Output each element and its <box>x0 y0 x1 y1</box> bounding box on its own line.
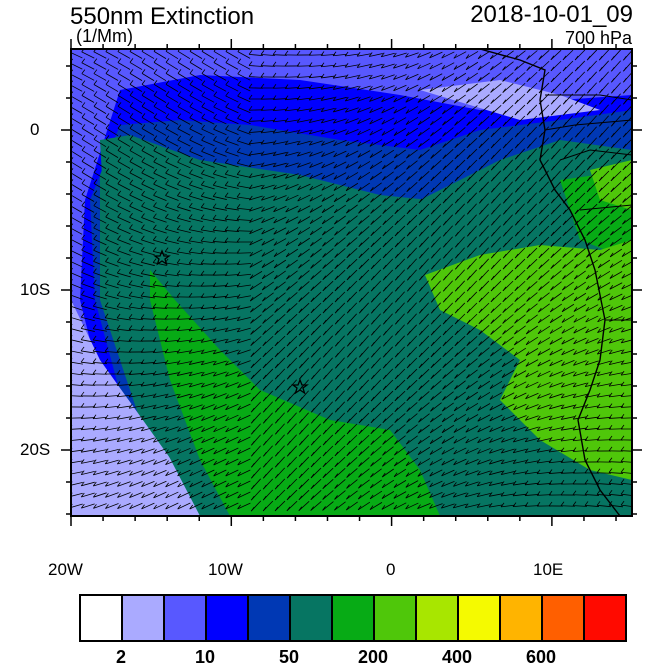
colorbar-swatch <box>375 596 417 640</box>
wind-barb <box>573 495 587 496</box>
colorbar-label: 200 <box>358 647 388 668</box>
colorbar-swatch <box>501 596 543 640</box>
lon-label-10w: 10W <box>208 560 243 580</box>
lon-label-20w: 20W <box>48 560 83 580</box>
colorbar-label: 50 <box>279 647 299 668</box>
wind-barb <box>597 473 611 474</box>
colorbar-swatch <box>207 596 249 640</box>
extinction-field <box>69 47 635 516</box>
colorbar-swatch <box>333 596 375 640</box>
colorbar-swatch <box>123 596 165 640</box>
wind-barb <box>237 231 251 232</box>
colorbar-label: 2 <box>116 647 126 668</box>
colorbar-swatch <box>585 596 625 640</box>
colorbar-swatch <box>417 596 459 640</box>
colorbar-label: 10 <box>195 647 215 668</box>
colorbar-swatch <box>543 596 585 640</box>
colorbar-swatch <box>459 596 501 640</box>
colorbar-label: 600 <box>526 647 556 668</box>
colorbar-swatch <box>165 596 207 640</box>
colorbar-swatch <box>291 596 333 640</box>
lat-label-0: 0 <box>30 120 39 140</box>
lat-label-10s: 10S <box>20 280 50 300</box>
lat-label-20s: 20S <box>20 440 50 460</box>
extinction-map <box>0 0 650 590</box>
colorbar-swatch <box>81 596 123 640</box>
colorbar <box>79 594 627 642</box>
colorbar-label: 400 <box>442 647 472 668</box>
lon-label-0: 0 <box>386 560 395 580</box>
colorbar-swatch <box>249 596 291 640</box>
lon-label-10e: 10E <box>533 560 563 580</box>
